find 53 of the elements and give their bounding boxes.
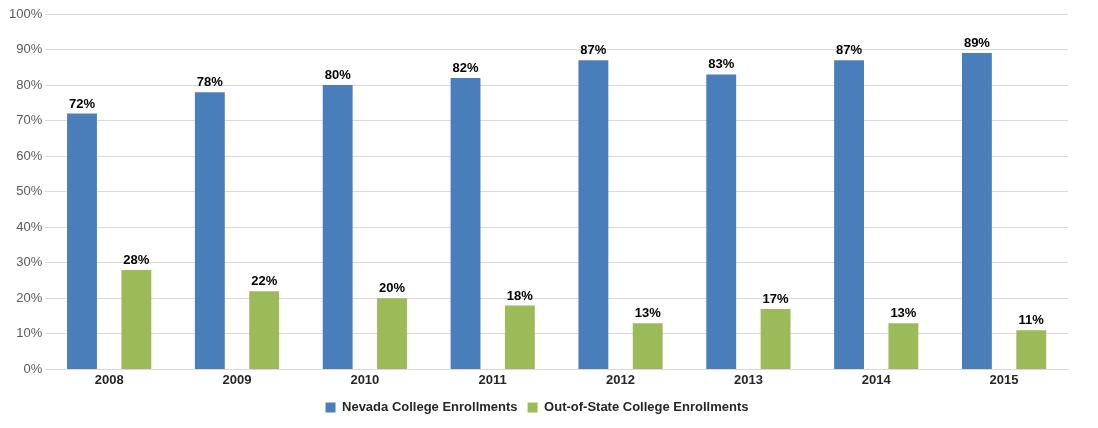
bar — [888, 323, 919, 369]
data-label: 87% — [580, 42, 607, 58]
bar — [578, 60, 609, 369]
x-tick-label: 2008 — [94, 371, 124, 387]
x-tick-label: 2013 — [733, 371, 763, 387]
y-tick-label: 20% — [16, 289, 43, 305]
bar — [377, 298, 407, 369]
bar — [632, 323, 663, 369]
bar — [450, 77, 481, 369]
data-label: 78% — [196, 74, 224, 90]
data-label: 13% — [890, 305, 917, 321]
bar — [1016, 330, 1047, 369]
bar — [504, 305, 535, 369]
y-tick-label: 100% — [9, 5, 43, 21]
bar — [67, 113, 97, 369]
data-label: 11% — [1018, 312, 1045, 328]
x-tick-label: 2015 — [989, 371, 1019, 387]
bar — [322, 85, 353, 369]
y-tick-label: 60% — [16, 147, 43, 163]
bar — [194, 92, 225, 369]
x-tick-label: 2011 — [478, 371, 507, 387]
data-label: 17% — [762, 291, 789, 307]
data-label: 83% — [708, 56, 735, 72]
data-label: 82% — [452, 60, 479, 76]
y-tick-label: 90% — [16, 41, 43, 57]
bar — [961, 53, 992, 369]
data-label: 20% — [379, 280, 406, 296]
y-tick-label: 0% — [23, 360, 43, 376]
data-label: 72% — [68, 95, 96, 111]
y-tick-label: 40% — [16, 218, 43, 234]
x-tick-label: 2010 — [350, 371, 380, 387]
data-label: 18% — [506, 287, 534, 303]
data-label: 80% — [324, 67, 352, 83]
y-tick-label: 70% — [16, 112, 43, 128]
bar — [834, 60, 865, 369]
y-tick-label: 50% — [16, 183, 43, 199]
bar — [249, 291, 280, 369]
x-tick-label: 2009 — [222, 371, 252, 387]
x-tick-label: 2012 — [606, 371, 636, 387]
bar — [760, 308, 791, 369]
data-label: 13% — [634, 305, 662, 321]
data-label: 28% — [123, 251, 150, 267]
data-label: 87% — [836, 42, 863, 58]
legend-label: Nevada College Enrollments — [342, 399, 518, 415]
x-tick-label: 2014 — [861, 371, 892, 387]
y-tick-label: 10% — [16, 325, 43, 341]
data-label: 22% — [251, 273, 278, 289]
bar — [706, 74, 737, 369]
data-label: 89% — [963, 35, 991, 51]
y-tick-label: 80% — [16, 76, 43, 92]
legend-label: Out-of-State College Enrollments — [544, 399, 749, 415]
bar — [121, 269, 152, 369]
y-tick-label: 30% — [16, 254, 43, 270]
